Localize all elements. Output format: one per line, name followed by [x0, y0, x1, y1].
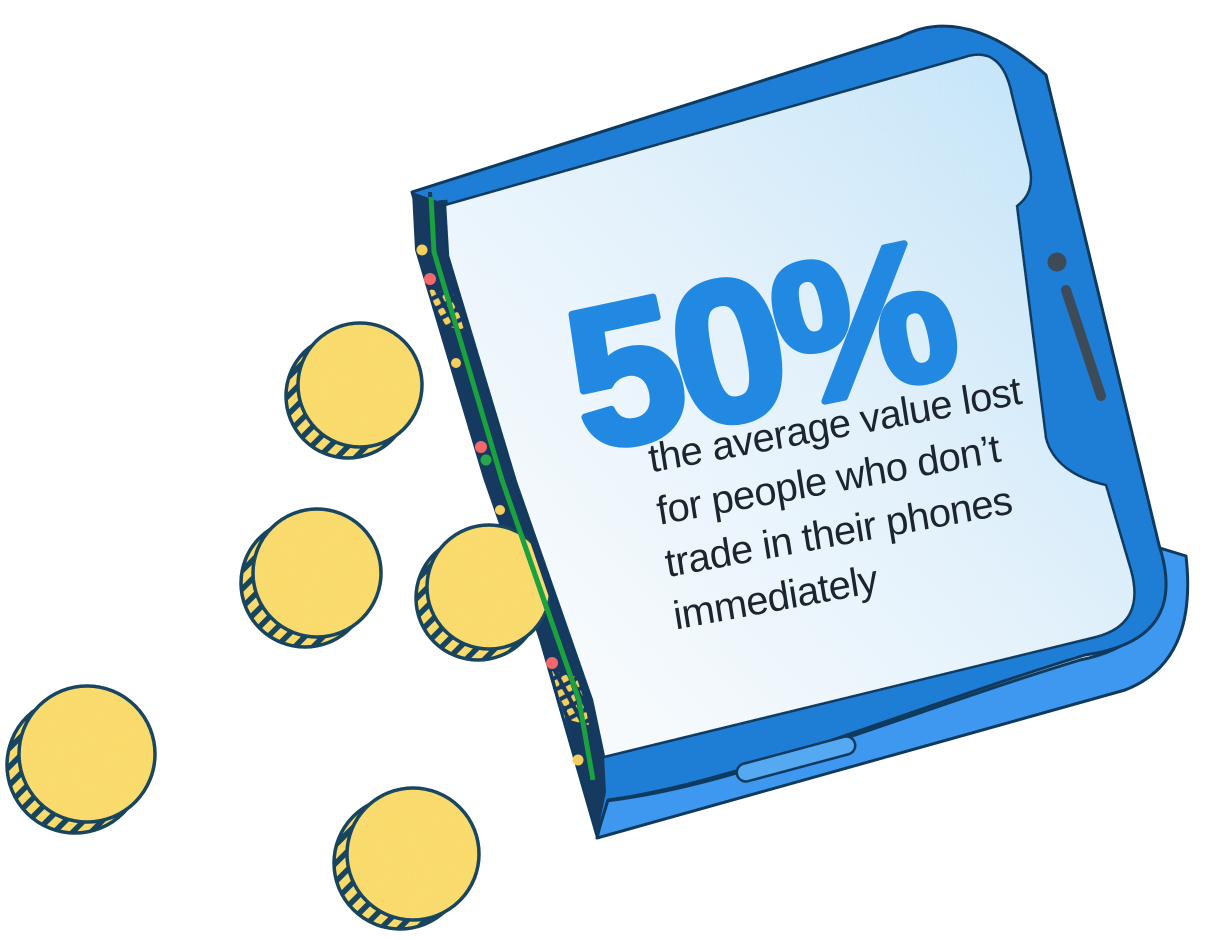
phone-illustration: 50% the average value lost for people wh…: [410, 24, 1190, 840]
camera-dot-icon: [1047, 252, 1067, 272]
coin-texture: [298, 323, 422, 447]
circuit-inner-band: [438, 199, 605, 763]
circuit-dot: [451, 358, 461, 368]
coin-icon: [239, 507, 383, 649]
circuit-dot: [424, 273, 436, 285]
home-button-pill: [735, 735, 857, 783]
circuit-dot: [546, 657, 558, 669]
coin-texture: [347, 788, 479, 920]
coin-icon: [332, 786, 481, 931]
coin-texture: [253, 509, 381, 637]
speaker-slot: [1061, 285, 1106, 401]
circuit-dot: [495, 505, 505, 515]
coin-icon: [284, 321, 424, 460]
circuit-green-stripe: [428, 196, 596, 781]
coin-texture: [427, 525, 551, 649]
coin-icon: [414, 523, 553, 662]
stat-value-text: 50%: [549, 196, 970, 494]
circuit-dot: [480, 454, 492, 466]
circuit-dot: [475, 441, 487, 453]
circuit-dot: [416, 244, 428, 256]
screen-texture: [445, 54, 1135, 757]
coin-texture: [19, 686, 155, 822]
circuit-dot: [572, 754, 584, 766]
coin-icon: [5, 684, 157, 835]
coins-group: [5, 321, 481, 931]
